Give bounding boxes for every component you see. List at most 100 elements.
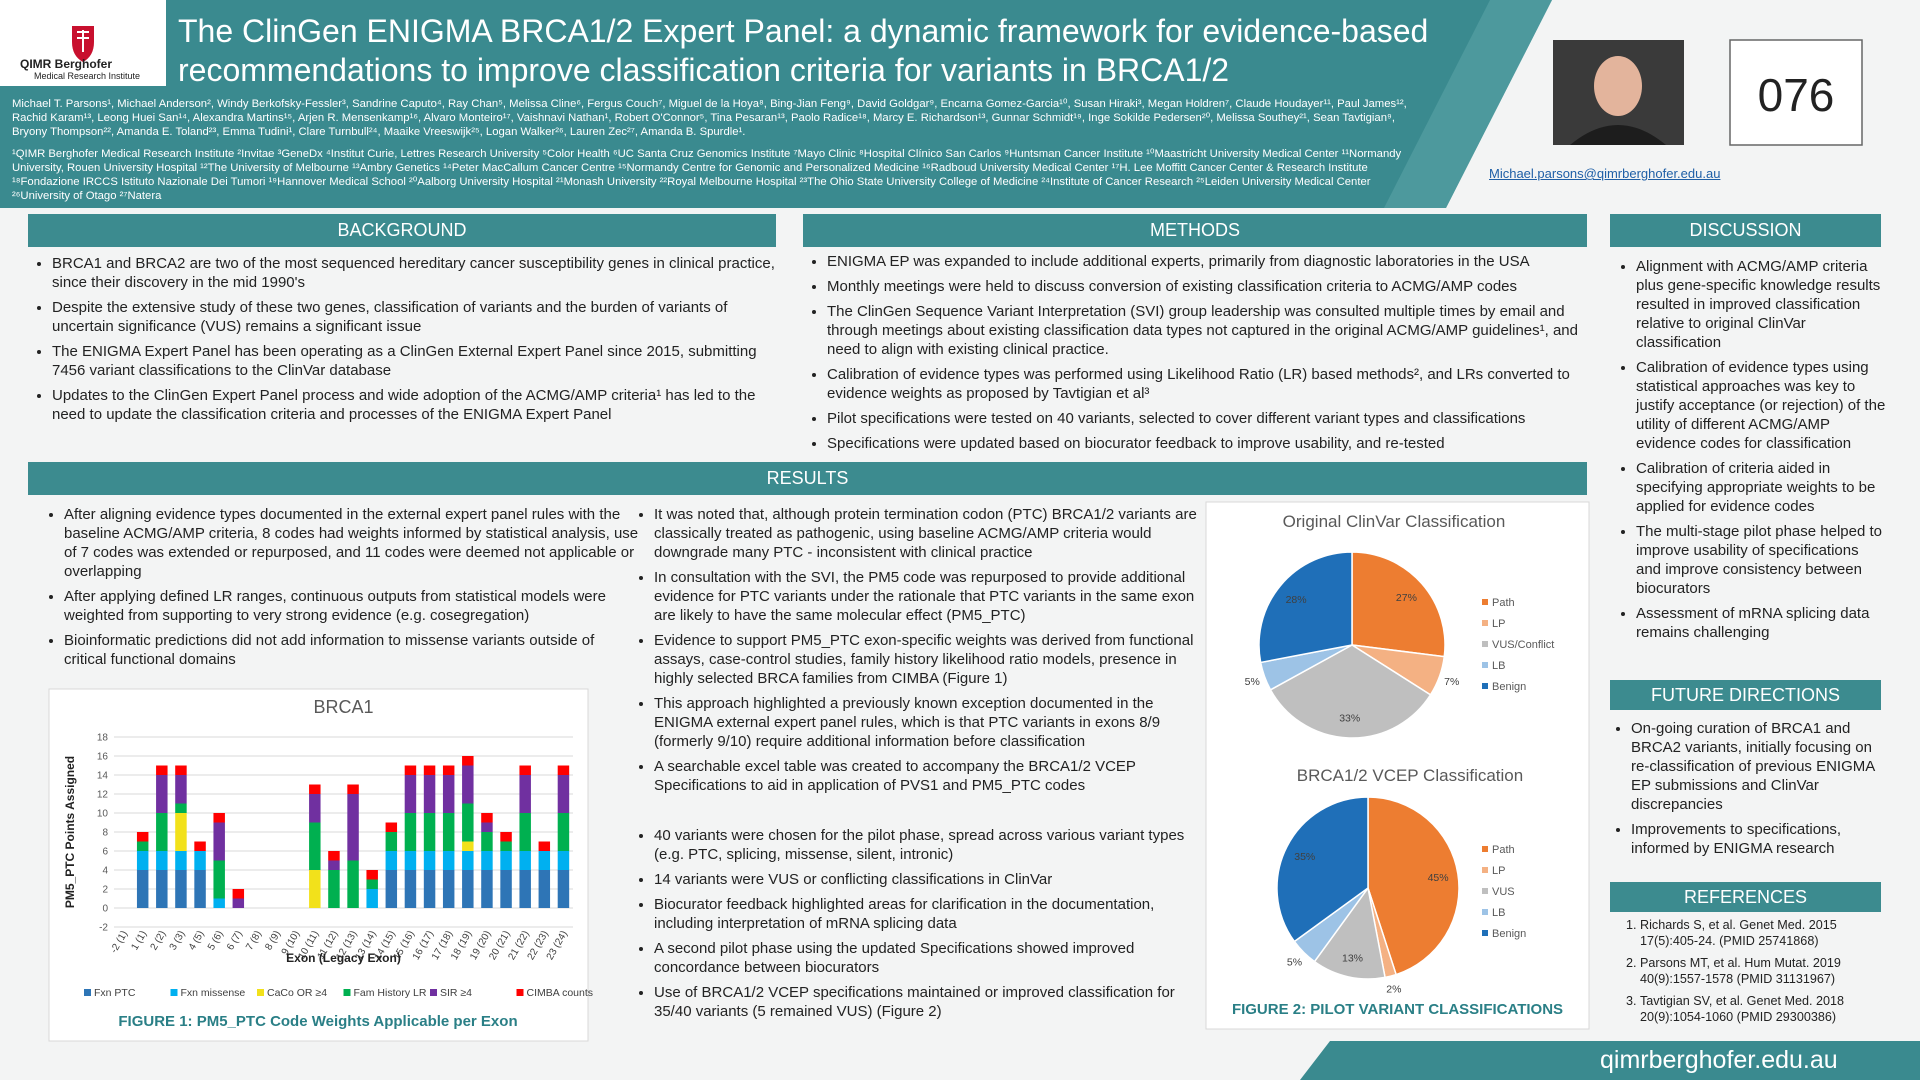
bar-segment [347, 794, 359, 861]
bar-segment [404, 775, 417, 813]
bar-segment [462, 870, 474, 908]
title: The ClinGen ENIGMA BRCA1/2 Expert Panel:… [178, 13, 1429, 49]
list-item: In consultation with the SVI, the PM5 co… [654, 568, 1214, 625]
y-tick-label: 18 [97, 733, 109, 744]
x-tick-label: 7 (8) [244, 929, 264, 952]
y-tick-label: 0 [102, 904, 108, 915]
list-item: ENIGMA EP was expanded to include additi… [827, 252, 1597, 271]
legend-swatch [1482, 909, 1488, 915]
logo-mark [77, 30, 89, 52]
list-item: Improvements to specifications, informed… [1631, 820, 1891, 858]
section-heading: BACKGROUND [28, 214, 776, 247]
bar-segment [385, 822, 398, 832]
bar-segment [462, 765, 474, 804]
legend-label: SIR ≥4 [440, 987, 472, 999]
list-item: Parsons MT, et al. Hum Mutat. 2019 40(9)… [1640, 955, 1880, 987]
x-tick-label: 3 (3) [168, 929, 188, 952]
list-item: Calibration of evidence types was perfor… [827, 365, 1597, 403]
footer-band [1300, 1041, 1920, 1080]
bar-segment [347, 784, 359, 794]
bar-segment [519, 870, 531, 908]
bar-segment [423, 775, 436, 813]
list-item: Updates to the ClinGen Expert Panel proc… [52, 386, 782, 424]
bar-segment [175, 813, 187, 851]
legend-swatch [430, 989, 437, 996]
bar-segment [404, 851, 417, 870]
list-item: A searchable excel table was created to … [654, 757, 1214, 795]
list-item: After aligning evidence types documented… [64, 505, 639, 581]
bar-segment [481, 851, 493, 870]
list-item: Calibration of evidence types using stat… [1636, 358, 1886, 453]
footer-url[interactable]: qimrberghofer.edu.au [1600, 1046, 1838, 1074]
y-tick-label: 14 [97, 771, 109, 782]
bar-segment [557, 813, 570, 851]
bar-segment [500, 851, 512, 870]
pie-value-label: 27% [1396, 592, 1417, 604]
figure-caption: FIGURE 2: PILOT VARIANT CLASSIFICATIONS [1231, 1001, 1564, 1018]
bar-segment [213, 860, 225, 899]
figure-caption: FIGURE 1: PM5_PTC Code Weights Applicabl… [118, 1013, 517, 1030]
bar-segment [519, 851, 531, 870]
bar-segment [175, 870, 187, 908]
bar-segment [366, 879, 378, 889]
bar-segment [423, 851, 436, 870]
bar-segment [481, 822, 493, 832]
x-tick-label: 1 (1) [129, 929, 149, 952]
bar-segment [156, 851, 168, 870]
logo-sub: Medical Research Institute [34, 71, 141, 81]
email[interactable]: Michael.parsons@qimrberghofer.edu.au [1489, 166, 1721, 181]
bar-segment [519, 765, 531, 775]
list-item: Bioinformatic predictions did not add in… [64, 631, 639, 669]
bar-segment [328, 851, 340, 861]
title: recommendations to improve classificatio… [178, 52, 1230, 88]
section-heading: DISCUSSION [1610, 214, 1881, 247]
bar-segment [366, 889, 378, 908]
legend-label: Benign [1492, 681, 1526, 693]
list-item: Evidence to support PM5_PTC exon-specifi… [654, 631, 1214, 688]
bar-segment [366, 870, 378, 880]
bar-segment [423, 765, 436, 775]
bar-segment [442, 851, 455, 870]
legend-swatch [1482, 641, 1488, 647]
bullet-list: It was noted that, although protein term… [630, 505, 1214, 801]
bar-segment [213, 898, 225, 908]
bar-segment [175, 765, 187, 775]
list-item: The multi-stage pilot phase helped to im… [1636, 522, 1886, 598]
list-item: It was noted that, although protein term… [654, 505, 1214, 562]
legend-label: Fxn missense [181, 987, 246, 999]
legend-label: VUS [1492, 886, 1515, 898]
list-item: Pilot specifications were tested on 40 v… [827, 409, 1597, 428]
pie-slice [1351, 551, 1446, 658]
y-tick-label: 16 [97, 752, 109, 763]
header-band [0, 0, 1552, 208]
bar-segment [538, 841, 551, 851]
pie-value-label: 13% [1342, 952, 1363, 964]
list-item: Biocurator feedback highlighted areas fo… [654, 895, 1214, 933]
y-tick-label: -2 [99, 923, 108, 934]
legend-label: Fam History LR [354, 987, 427, 999]
list-item: Alignment with ACMG/AMP criteria plus ge… [1636, 257, 1886, 352]
legend-swatch [1482, 683, 1488, 689]
list-item: Despite the extensive study of these two… [52, 298, 782, 336]
photo-face [1594, 56, 1642, 116]
list-item: Use of BRCA1/2 VCEP specifications maint… [654, 983, 1214, 1021]
bar-segment [538, 851, 551, 870]
bar-segment [232, 898, 245, 908]
pie-value-label: 5% [1287, 957, 1302, 969]
legend-swatch [1482, 867, 1488, 873]
reference-list: Richards S, et al. Genet Med. 2015 17(5)… [1610, 917, 1880, 1031]
pie-value-label: 35% [1294, 851, 1315, 863]
list-item: Tavtigian SV, et al. Genet Med. 2018 20(… [1640, 993, 1880, 1025]
bar-segment [309, 870, 321, 908]
legend-swatch [343, 989, 351, 996]
list-item: Specifications were updated based on bio… [827, 434, 1597, 453]
pie-value-label: 7% [1444, 676, 1459, 688]
bar-segment [500, 870, 512, 908]
bullet-list: 40 variants were chosen for the pilot ph… [630, 826, 1214, 1027]
bar-segment [175, 851, 187, 870]
pie-value-label: 5% [1245, 676, 1260, 688]
x-tick-label: 6 (7) [225, 929, 245, 952]
bar-segment [213, 813, 225, 823]
affiliations: ¹QIMR Berghofer Medical Research Institu… [12, 148, 1402, 202]
